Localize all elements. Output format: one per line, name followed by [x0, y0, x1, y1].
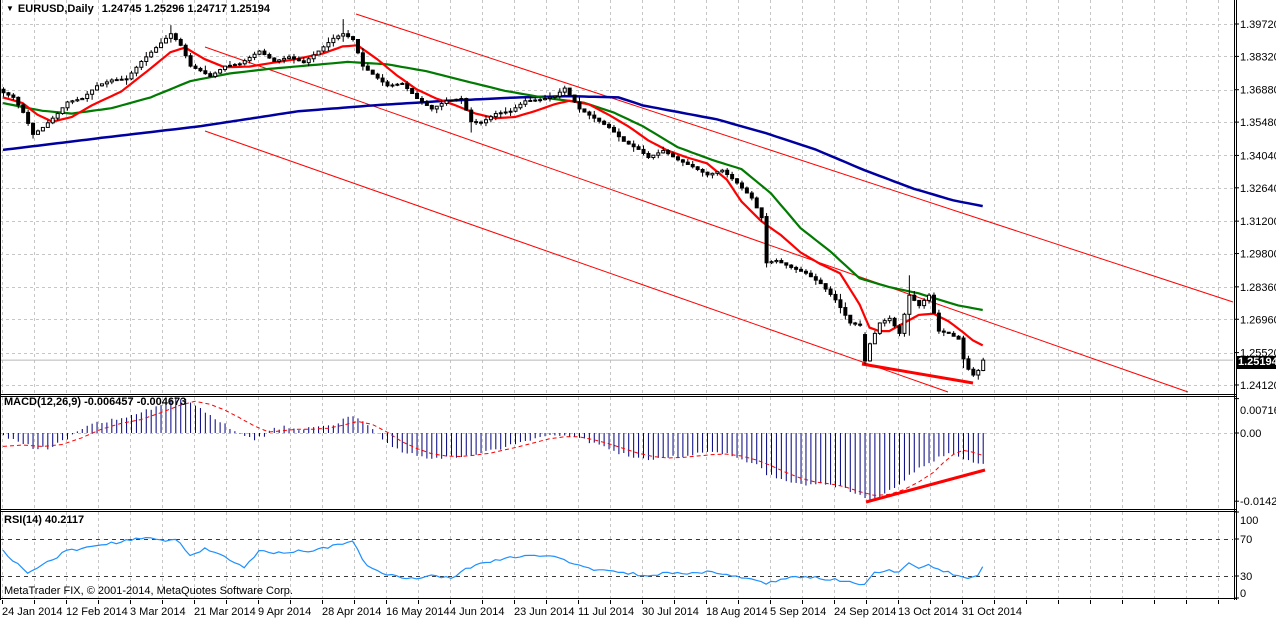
macd-signal-value: -0.004673: [136, 396, 187, 408]
date-axis-label: 16 May 2014: [386, 606, 450, 618]
price-axis-label: 1.26960: [1240, 314, 1276, 326]
panel-borders: [0, 0, 1237, 600]
price-axis-label: 1.29800: [1240, 249, 1276, 261]
date-axis-label: 23 Jun 2014: [514, 606, 575, 618]
date-axis-label: 4 Jun 2014: [450, 606, 504, 618]
date-axis-label: 5 Sep 2014: [770, 606, 826, 618]
date-axis-label: 3 Mar 2014: [130, 606, 186, 618]
date-axis-label: 11 Jul 2014: [578, 606, 634, 618]
date-axis-label: 18 Aug 2014: [706, 606, 768, 618]
channel-lower[interactable]: [204, 130, 949, 393]
ma-slow-line: [2, 94, 983, 208]
date-axis-label: 24 Sep 2014: [834, 606, 896, 618]
rsi-axis-label: 70: [1240, 534, 1252, 546]
copyright-notice: MetaTrader FIX, © 2001-2014, MetaQuotes …: [4, 585, 293, 597]
rsi-line: [2, 536, 984, 586]
ohlc-low: 1.24717: [187, 3, 228, 15]
channel-middle[interactable]: [204, 46, 1189, 393]
macd-signal-line: [2, 400, 983, 496]
current-price-tag: 1.25194: [1236, 356, 1276, 369]
rsi-axis-label: 0: [1240, 588, 1246, 600]
date-axis-label: 9 Apr 2014: [258, 606, 311, 618]
price-axis-label: 1.32640: [1240, 183, 1276, 195]
price-axis-label: 1.38320: [1240, 51, 1276, 63]
macd-name: MACD(12,26,9): [4, 396, 82, 408]
macd-axis-label: 0.007161: [1240, 405, 1276, 417]
symbol-dropdown-icon[interactable]: ▼: [6, 4, 14, 13]
price-axis-label: 1.31200: [1240, 216, 1276, 228]
price-axis-labels: 1.39720 1.38320 1.36880 1.35480 1.34040 1.326…: [1234, 19, 1276, 392]
chart-title: ▼ EURUSD,Daily 1.24745 1.25296 1.24717 1.2…: [6, 3, 270, 15]
rsi-axis-labels: 100 70 30 0: [1234, 511, 1258, 600]
rsi-level-lines: [0, 539, 1233, 577]
date-axis-label: 28 Apr 2014: [322, 606, 381, 618]
time-axis: 24 Jan 2014 12 Feb 2014 3 Mar 2014 21 Mar 2…: [2, 600, 1219, 618]
macd-trendline[interactable]: [865, 468, 986, 504]
price-axis-label: 1.24120: [1240, 380, 1276, 392]
rsi-value: 40.2117: [44, 514, 85, 526]
date-axis-label: 12 Feb 2014: [66, 606, 128, 618]
ohlc-close: 1.25194: [230, 3, 270, 15]
price-axis-label: 1.39720: [1240, 19, 1276, 31]
price-axis-label: 1.34040: [1240, 150, 1276, 162]
grid-layer: [0, 0, 1233, 598]
date-axis-label: 13 Oct 2014: [898, 606, 958, 618]
ohlc-open: 1.24745: [101, 3, 142, 15]
channel-upper[interactable]: [355, 13, 1234, 303]
price-axis-label: 1.28360: [1240, 282, 1276, 294]
price-axis-label: 1.35480: [1240, 117, 1276, 129]
support-line[interactable]: [861, 362, 974, 385]
symbol-timeframe-label: EURUSD,Daily: [17, 3, 94, 15]
date-axis-label: 21 Mar 2014: [194, 606, 256, 618]
ohlc-high: 1.25296: [144, 3, 185, 15]
rsi-axis-label: 100: [1240, 515, 1258, 527]
macd-axis-label: -0.014207: [1240, 496, 1276, 508]
ma-medium-line: [2, 60, 983, 312]
macd-histogram: [3, 397, 984, 503]
macd-indicator-label: MACD(12,26,9) -0.006457 -0.004673: [4, 396, 186, 408]
date-axis-label: 24 Jan 2014: [2, 606, 63, 618]
rsi-name: RSI(14): [4, 514, 42, 526]
rsi-indicator-label: RSI(14) 40.2117: [4, 514, 84, 526]
date-axis-label: 31 Oct 2014: [962, 606, 1022, 618]
macd-axis-label: 0.00: [1240, 428, 1261, 440]
trendlines-layer: [204, 13, 1234, 393]
candles-layer: [1, 19, 986, 380]
macd-main-value: -0.006457: [84, 396, 134, 408]
macd-axis-labels: 0.007161 0.00 -0.014207: [1234, 398, 1276, 508]
price-axis-label: 1.36880: [1240, 85, 1276, 97]
rsi-axis-label: 30: [1240, 571, 1252, 583]
date-axis-label: 30 Jul 2014: [642, 606, 699, 618]
